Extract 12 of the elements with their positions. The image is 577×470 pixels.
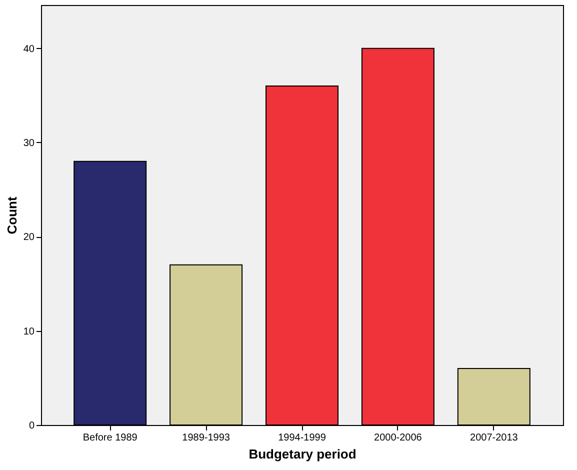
x-axis-title: Budgetary period	[248, 446, 356, 462]
y-tick-label: 0	[28, 420, 35, 432]
x-tick-label: Before 1989	[82, 432, 138, 444]
y-tick-label: 40	[23, 44, 35, 55]
x-tick-label: 2007-2013	[470, 432, 518, 444]
x-tick-label: 2000-2006	[374, 432, 422, 444]
y-tick-label: 30	[23, 138, 35, 149]
x-tick-label: 1994-1999	[278, 432, 326, 444]
y-axis-title: Count	[4, 196, 20, 234]
x-tick-label: 1989-1993	[182, 432, 230, 444]
y-tick-label: 10	[23, 326, 35, 338]
y-tick-label: 20	[23, 232, 35, 244]
